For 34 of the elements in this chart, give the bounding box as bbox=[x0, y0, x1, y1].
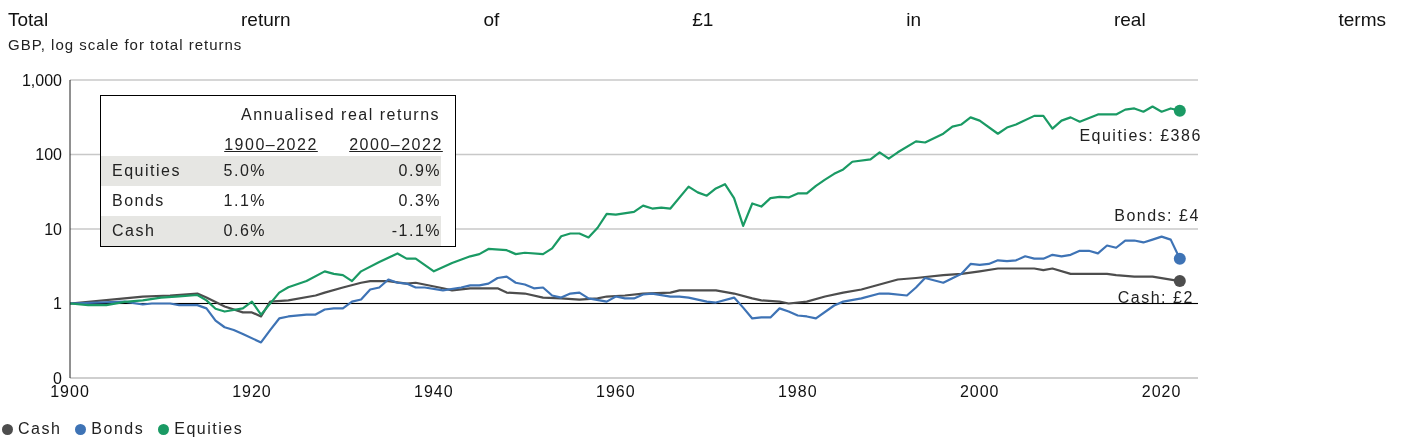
point bbox=[1173, 104, 1186, 117]
annotation: Equities bbox=[112, 162, 181, 180]
x-tick-label: 1980 bbox=[777, 383, 818, 401]
annotation: 1.1% bbox=[223, 192, 266, 210]
x-tick-label: 1960 bbox=[596, 383, 636, 401]
y-tick-label: 1,000 bbox=[21, 71, 63, 89]
annotation: 5.0% bbox=[223, 162, 266, 180]
annotation: 0.9% bbox=[398, 162, 441, 180]
annotation: Cash bbox=[112, 222, 156, 240]
annotation: Bonds: £4 bbox=[1114, 206, 1200, 224]
x-tick-label: 2020 bbox=[1141, 383, 1182, 401]
x-tick-label: 2000 bbox=[959, 383, 1000, 401]
x-tick-label: 1900 bbox=[50, 383, 90, 401]
annotation: 2000–2022 bbox=[348, 136, 444, 154]
chart-subtitle: GBP, log scale for total returns bbox=[8, 36, 244, 53]
annotation: 0.3% bbox=[398, 192, 441, 210]
legend-label: Bonds bbox=[90, 420, 145, 438]
annotation: 1900–2022 bbox=[223, 136, 319, 154]
legend-label: Cash bbox=[17, 420, 62, 438]
annotation: 0.6% bbox=[223, 222, 266, 240]
y-tick-label: 10 bbox=[44, 220, 63, 238]
x-tick-label: 1920 bbox=[232, 383, 272, 401]
y-tick-label: 1 bbox=[53, 295, 63, 313]
point bbox=[1173, 252, 1186, 265]
y-tick-label: 100 bbox=[35, 146, 63, 164]
annotation: Annualised real returns bbox=[241, 106, 441, 124]
point bbox=[1173, 275, 1186, 288]
annotation: Cash: £2 bbox=[1117, 289, 1194, 307]
legend-label: Equities bbox=[173, 420, 244, 438]
annotation: Bonds bbox=[112, 192, 165, 210]
x-tick-label: 1940 bbox=[414, 383, 454, 401]
chart-title: Total return of £1 in real terms bbox=[8, 8, 1386, 32]
annotation: Equities: £386 bbox=[1079, 126, 1202, 144]
annotation: -1.1% bbox=[391, 222, 441, 240]
